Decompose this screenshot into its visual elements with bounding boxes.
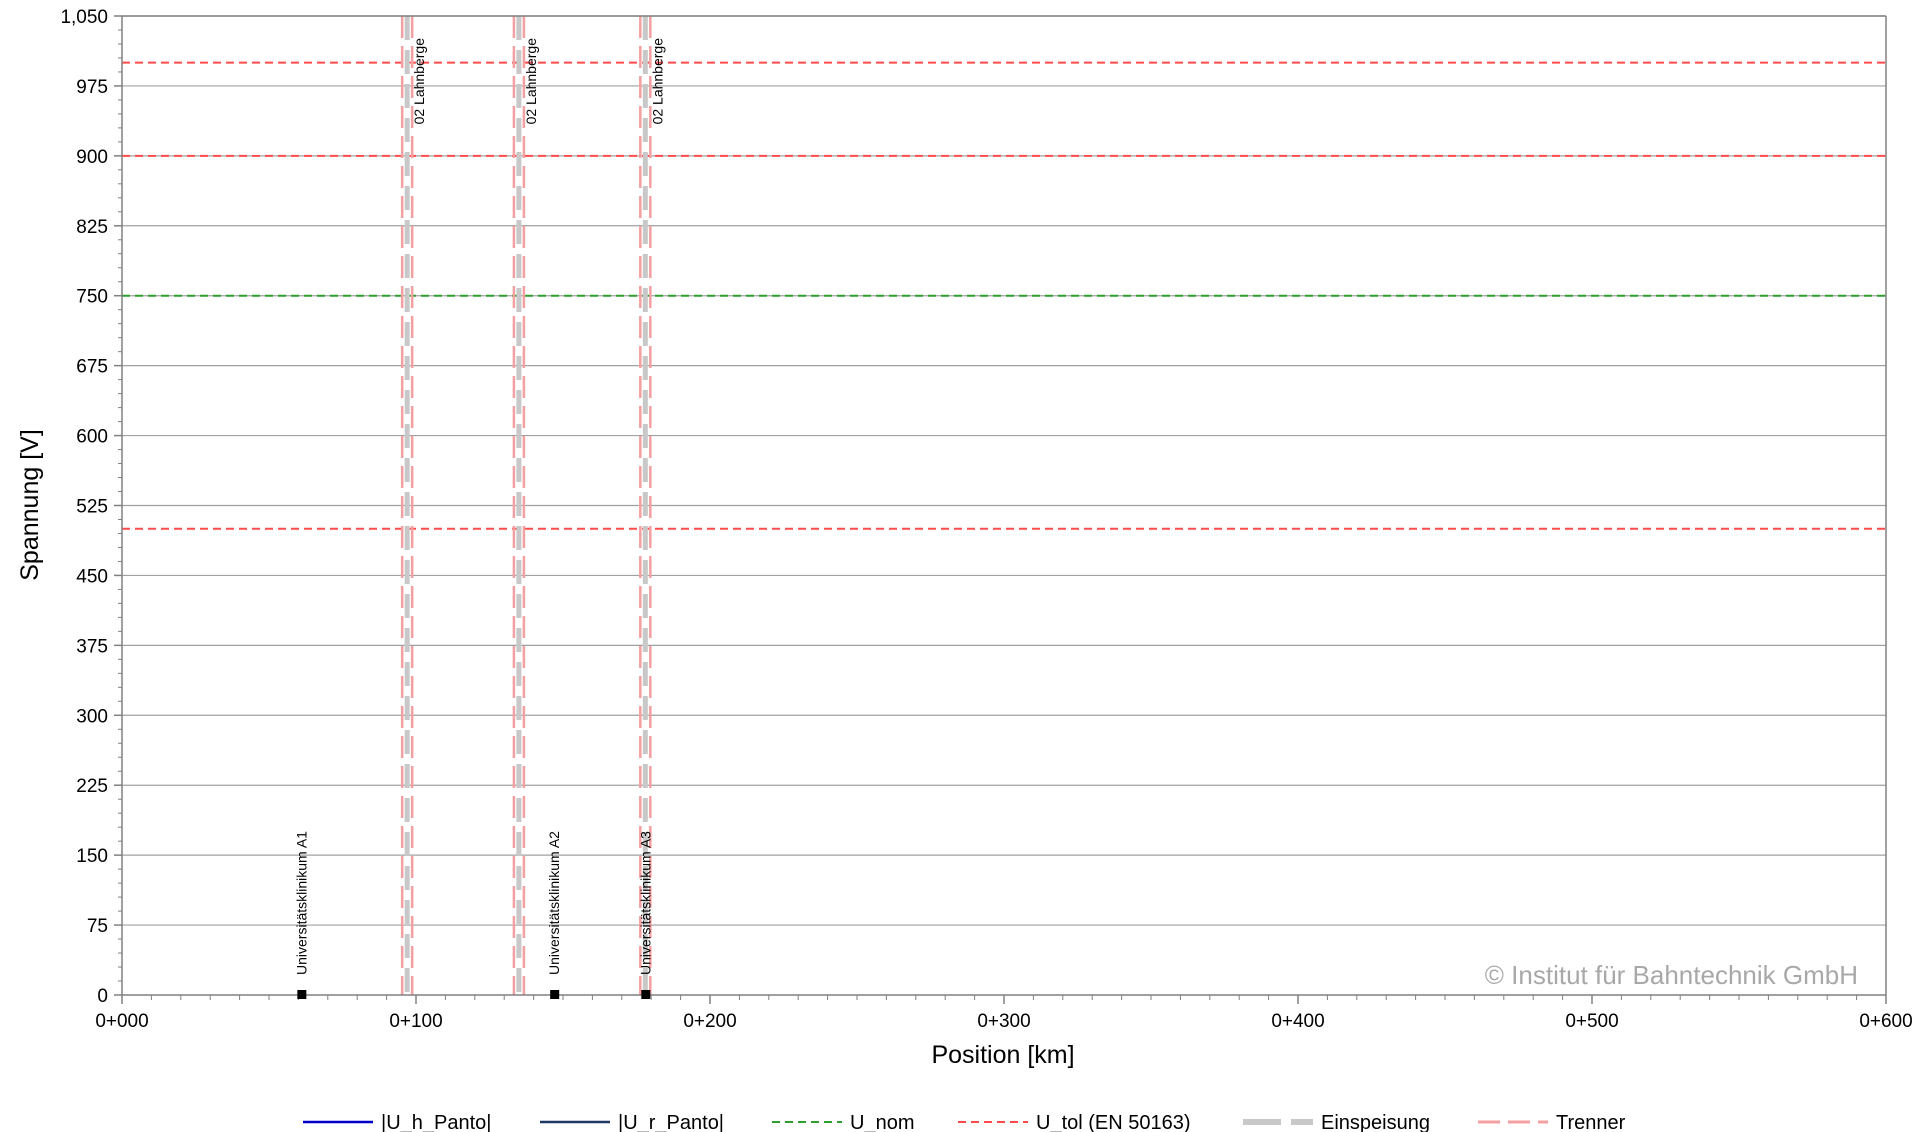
y-tick-label: 675 [76,357,108,378]
feed-and-separator-lines [400,16,652,995]
feed-label: 02 Lahnberge [649,38,665,125]
x-tick-label: 0+000 [95,1011,148,1032]
y-tick-label: 600 [76,427,108,448]
station-label: Universitätsklinikum A2 [546,831,562,975]
x-tick-label: 0+200 [683,1011,736,1032]
station-label: Universitätsklinikum A3 [637,831,653,975]
annotations: 02 Lahnberge 02 Lahnberge 02 Lahnberge Univ… [293,38,665,999]
axes: 0 75 150 225 300 375 450 525 600 675 750 825 900 975 1… [60,7,1912,1032]
x-tick-label: 0+600 [1859,1011,1912,1032]
y-tick-label: 75 [87,916,108,937]
feed-label: 02 Lahnberge [523,38,539,125]
legend-label: Trenner [1556,1112,1626,1132]
station-marker [297,990,307,999]
y-tick-label: 300 [76,706,108,727]
y-tick-label: 225 [76,776,108,797]
x-tick-label: 0+300 [977,1011,1030,1032]
y-tick-label: 750 [76,287,108,308]
x-axis-title: Position [km] [931,1041,1074,1069]
legend-label: U_nom [850,1112,914,1132]
y-tick-label: 1,050 [60,7,108,28]
legend-label: |U_r_Panto| [618,1112,724,1132]
x-tick-label: 0+400 [1271,1011,1324,1032]
x-tick-label: 0+500 [1565,1011,1618,1032]
feed-label: 02 Lahnberge [411,38,427,125]
y-tick-label: 900 [76,147,108,168]
y-tick-label: 0 [97,986,108,1007]
grid-lines [122,15,1886,926]
y-tick-label: 525 [76,497,108,518]
reference-lines [122,61,1886,530]
y-tick-label: 975 [76,77,108,98]
legend: |U_h_Panto| |U_r_Panto| U_nom U_tol (EN 501… [303,1112,1626,1132]
station-marker [550,990,560,999]
y-tick-label: 375 [76,636,108,657]
station-label: Universitätsklinikum A1 [293,831,309,975]
y-tick-label: 150 [76,846,108,867]
y-tick-label: 825 [76,217,108,238]
legend-label: Einspeisung [1321,1112,1430,1132]
station-marker [641,990,651,999]
watermark: © Institut für Bahntechnik GmbH [1485,960,1858,990]
y-axis-title: Spannung [V] [16,429,44,581]
y-tick-label: 450 [76,566,108,587]
legend-label: |U_h_Panto| [381,1112,491,1132]
x-tick-label: 0+100 [389,1011,442,1032]
legend-label: U_tol (EN 50163) [1036,1112,1191,1132]
